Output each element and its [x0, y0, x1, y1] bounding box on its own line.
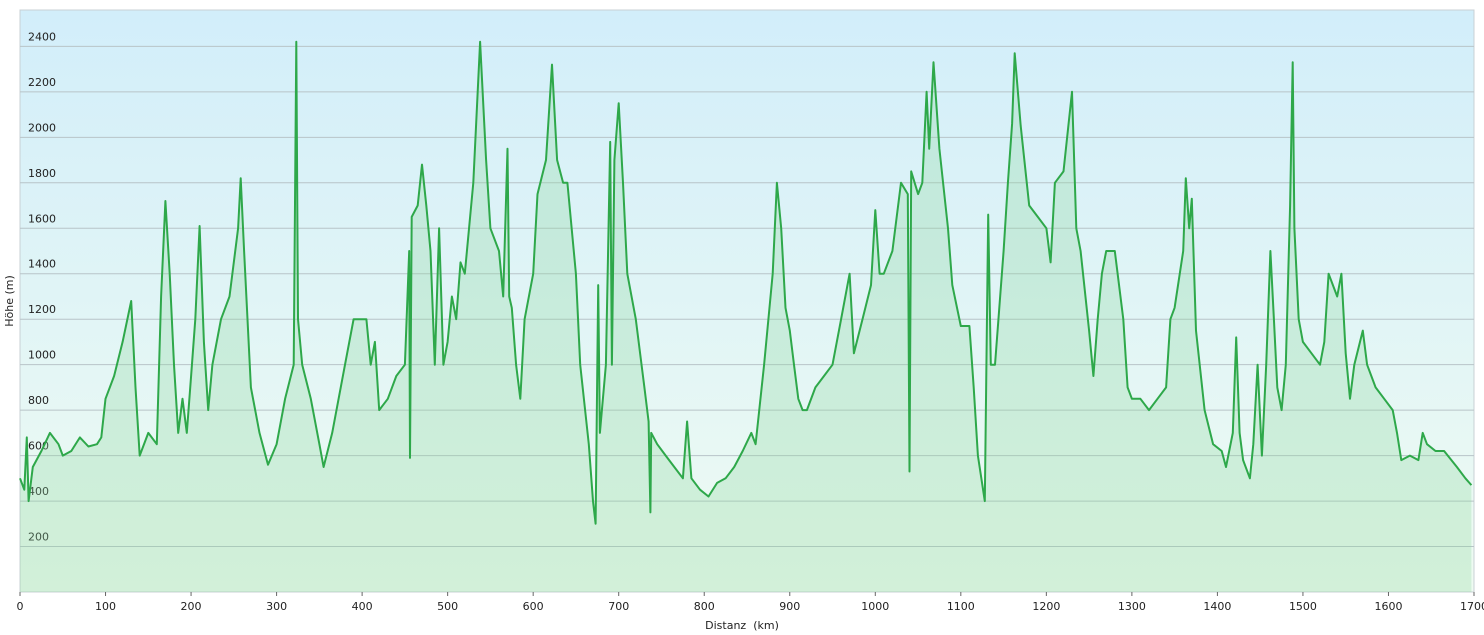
x-tick-label: 1700: [1460, 600, 1484, 613]
x-tick-label: 200: [181, 600, 202, 613]
y-tick-label: 600: [28, 440, 49, 453]
y-tick-label: 1000: [28, 349, 56, 362]
y-tick-label: 200: [28, 531, 49, 544]
x-axis-label: Distanz (km): [705, 619, 779, 632]
y-tick-label: 1400: [28, 258, 56, 271]
x-tick-label: 0: [17, 600, 24, 613]
x-tick-label: 1100: [947, 600, 975, 613]
y-tick-label: 2000: [28, 121, 56, 134]
y-axis-label: Höhe (m): [3, 275, 16, 327]
x-tick-label: 500: [437, 600, 458, 613]
x-tick-label: 900: [779, 600, 800, 613]
x-tick-label: 1000: [861, 600, 889, 613]
y-tick-label: 800: [28, 394, 49, 407]
x-tick-label: 1200: [1032, 600, 1060, 613]
x-tick-label: 800: [694, 600, 715, 613]
x-tick-label: 100: [95, 600, 116, 613]
elevation-line: [19, 40, 1473, 525]
area: [20, 41, 1472, 593]
x-tick-label: 1500: [1289, 600, 1317, 613]
y-tick-label: 400: [28, 485, 49, 498]
x-tick-label: 1400: [1203, 600, 1231, 613]
y-tick-label: 1600: [28, 212, 56, 225]
y-tick-label: 2200: [28, 76, 56, 89]
x-tick-label: 600: [523, 600, 544, 613]
y-tick-label: 2400: [28, 30, 56, 43]
plot-area: [19, 9, 1475, 593]
x-tick-label: 1300: [1118, 600, 1146, 613]
x-tick-label: 300: [266, 600, 287, 613]
x-tick-label: 1600: [1374, 600, 1402, 613]
x-tick-label: 400: [352, 600, 373, 613]
y-tick-label: 1800: [28, 167, 56, 180]
y-tick-label: 1200: [28, 303, 56, 316]
x-tick-label: 700: [608, 600, 629, 613]
